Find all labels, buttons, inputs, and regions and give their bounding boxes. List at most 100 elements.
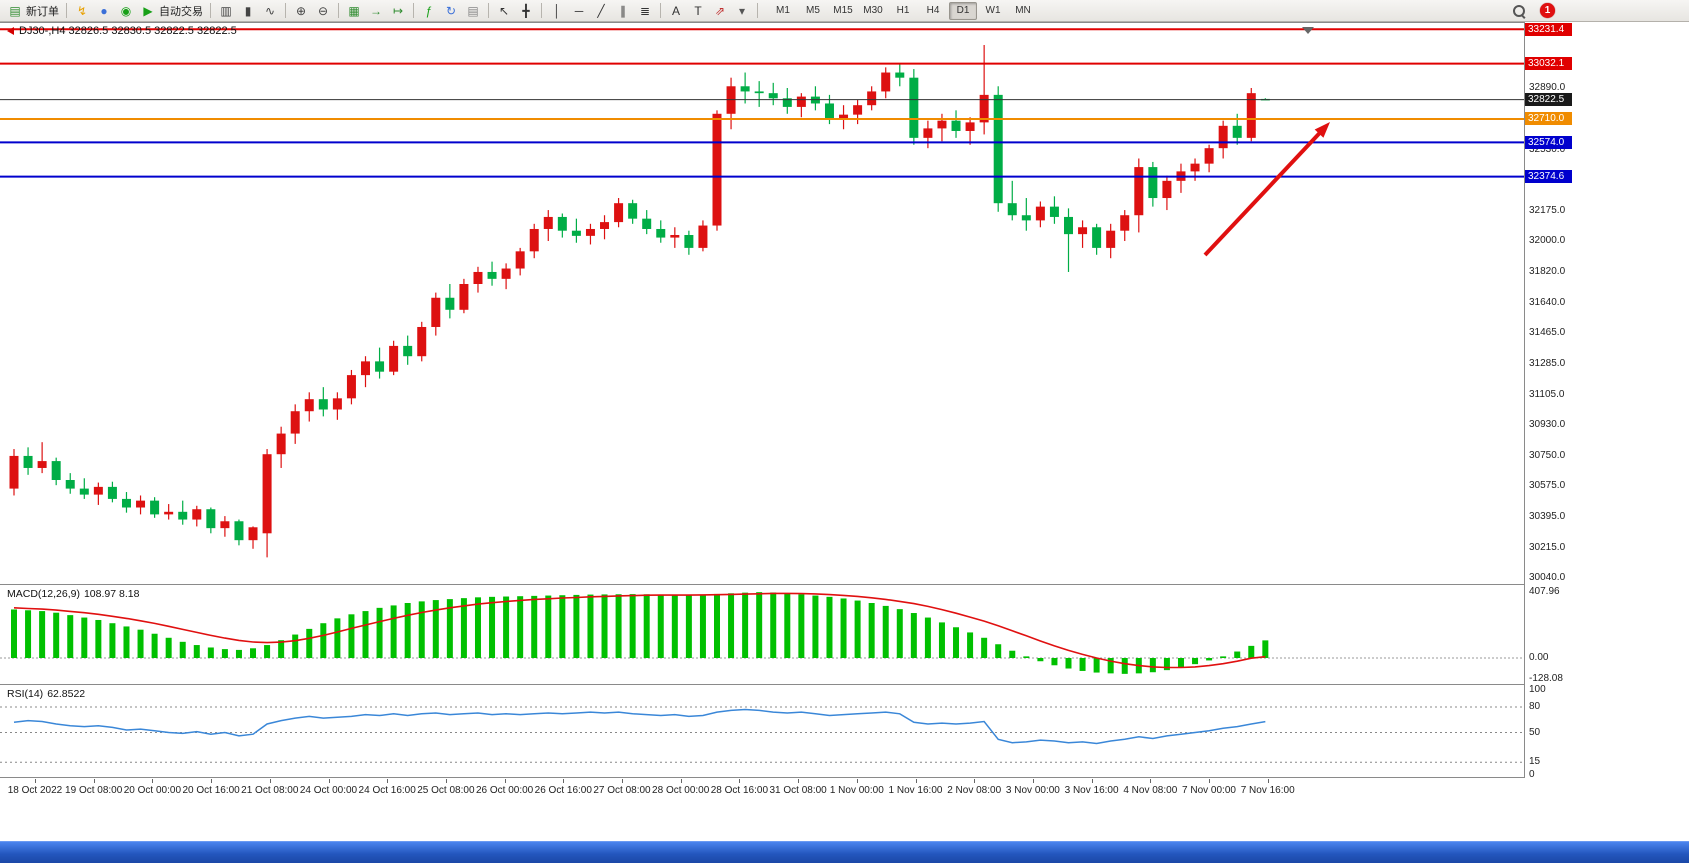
text-label-button[interactable]: T [688, 2, 708, 20]
zoom-out-button[interactable]: ⊖ [313, 2, 333, 20]
toolbar-separator [757, 3, 758, 18]
timeframe-m30[interactable]: M30 [863, 4, 883, 16]
price-tick: 30575.0 [1529, 480, 1566, 492]
auto-scroll-icon: → [370, 3, 382, 18]
toolbar-separator [338, 3, 339, 18]
symbol-marker-icon [7, 27, 14, 35]
timeframe-w1[interactable]: W1 [985, 4, 1001, 16]
channel-icon: ∥ [620, 3, 626, 18]
timeframe-h1[interactable]: H1 [896, 4, 910, 16]
tile-windows-icon: ▦ [348, 3, 360, 18]
time-label: 26 Oct 16:00 [534, 785, 592, 796]
line-chart-icon: ∿ [264, 3, 276, 18]
price-tick: 31465.0 [1529, 326, 1566, 338]
toolbar-buttons: ▤ 新订单 ↯ ● ◉ ▶ 自动交易 ▥ ▮ ∿ ⊕ ⊖ ▦ → ↦ ƒ ↻ ▤ ↖ ╋ │ ─ ╱ ∥ ≣ A T ⇗ ▾ [4, 2, 762, 20]
timeframe-m1[interactable]: M1 [776, 4, 790, 16]
indicators-button[interactable]: ƒ [419, 2, 439, 20]
dropdown-arrow-button[interactable]: ▾ [732, 2, 752, 20]
time-label: 20 Oct 16:00 [182, 785, 240, 796]
magnifier-glass [1513, 5, 1525, 17]
chart-shift-marker-icon[interactable] [1302, 27, 1314, 34]
price-tick: 32530.0 [1529, 143, 1566, 155]
templates-button[interactable]: ▤ [463, 2, 483, 20]
chart-shift-button[interactable]: ↦ [388, 2, 408, 20]
macd-values: 108.97 8.18 [83, 588, 140, 600]
price-level-badge: 33032.1 [1525, 57, 1572, 71]
rsi-panel[interactable] [0, 685, 1524, 777]
trendline-button[interactable]: ╱ [591, 2, 611, 20]
price-axis[interactable]: 32890.0 32530.0 32175.0 32000.0 31820.0 31640… [1524, 22, 1573, 780]
toolbar-separator [285, 3, 286, 18]
new-order-button[interactable]: ▤ 新订单 [5, 2, 61, 20]
time-tick [1267, 779, 1269, 783]
vertical-line-button[interactable]: │ [547, 2, 567, 20]
timeframe-m15[interactable]: M15 [833, 4, 853, 16]
bar-chart-button[interactable]: ▥ [216, 2, 236, 20]
time-tick [563, 779, 565, 783]
timeframe-h4[interactable]: H4 [926, 4, 940, 16]
auto-scroll-button[interactable]: → [366, 2, 386, 20]
cursor-button[interactable]: ↖ [494, 2, 514, 20]
current-price-badge: 32822.5 [1525, 93, 1572, 107]
time-label: 28 Oct 00:00 [652, 785, 710, 796]
toolbar-separator [66, 3, 67, 18]
macd-panel[interactable] [0, 585, 1524, 684]
flash-button[interactable]: ↯ [72, 2, 92, 20]
channel-button[interactable]: ∥ [613, 2, 633, 20]
macd-histogram [11, 592, 1269, 674]
time-tick [1091, 779, 1093, 783]
timeframe-m5[interactable]: M5 [806, 4, 820, 16]
rsi-axis-label: 50 [1529, 726, 1541, 738]
time-label: 1 Nov 00:00 [829, 785, 884, 796]
zoom-in-button[interactable]: ⊕ [291, 2, 311, 20]
play-button[interactable]: ◉ [116, 2, 136, 20]
trend-arrow-line[interactable] [1203, 129, 1324, 257]
time-label: 24 Oct 16:00 [358, 785, 416, 796]
price-tick: 30215.0 [1529, 541, 1566, 553]
crosshair-button[interactable]: ╋ [516, 2, 536, 20]
refresh-button[interactable]: ↻ [441, 2, 461, 20]
bar-chart-icon: ▥ [220, 3, 232, 18]
rsi-axis-label: 100 [1529, 684, 1546, 695]
line-chart-button[interactable]: ∿ [260, 2, 280, 20]
fibonacci-button[interactable]: ≣ [635, 2, 655, 20]
price-tick: 31820.0 [1529, 265, 1566, 277]
new-order-button-label: 新订单 [26, 5, 59, 18]
macd-name: MACD(12,26,9) [7, 588, 80, 600]
horizontal-line-button[interactable]: ─ [569, 2, 589, 20]
time-tick [856, 779, 858, 783]
tile-windows-button[interactable]: ▦ [344, 2, 364, 20]
candles-group [9, 45, 1270, 558]
notification-badge[interactable]: 1 [1540, 3, 1555, 18]
rsi-label: RSI(14) 62.8522 [7, 688, 89, 700]
time-tick [915, 779, 917, 783]
price-tick: 32890.0 [1529, 81, 1566, 93]
chart-title: DJ30-,H4 32826.5 32830.5 32822.5 32822.5 [19, 25, 237, 37]
time-label: 19 Oct 08:00 [65, 785, 123, 796]
price-chart[interactable] [0, 22, 1524, 584]
arrows-button[interactable]: ⇗ [710, 2, 730, 20]
panel-separator [0, 22, 1572, 23]
toolbar-separator [413, 3, 414, 18]
time-axis[interactable]: 18 Oct 2022 19 Oct 08:00 20 Oct 00:00 20 Oc… [0, 778, 1572, 798]
timeframe-d1[interactable]: D1 [949, 1, 977, 20]
panel-separator [0, 777, 1572, 778]
time-tick [1209, 779, 1210, 783]
headset-button[interactable]: ● [94, 2, 114, 20]
candlestick-chart-button[interactable]: ▮ [238, 2, 258, 20]
price-tick: 31105.0 [1529, 388, 1565, 400]
new-order-icon: ▤ [9, 3, 21, 18]
search-icon[interactable] [1512, 4, 1526, 19]
timeframe-mn[interactable]: MN [1015, 4, 1031, 16]
text-button[interactable]: A [666, 2, 686, 20]
toolbar-separator [488, 3, 489, 18]
taskbar[interactable] [0, 841, 1689, 863]
horizontal-levels-group[interactable] [0, 28, 1524, 178]
chart-shift-icon: ↦ [392, 3, 404, 18]
dropdown-arrow-icon: ▾ [738, 3, 746, 18]
time-tick [1150, 779, 1152, 783]
chart-header: DJ30-,H4 32826.5 32830.5 32822.5 32822.5 [7, 25, 237, 37]
autotrading-button[interactable]: ▶ 自动交易 [138, 2, 205, 20]
toolbar: ▤ 新订单 ↯ ● ◉ ▶ 自动交易 ▥ ▮ ∿ ⊕ ⊖ ▦ → ↦ ƒ ↻ ▤ ↖ ╋ │ ─ ╱ ∥ ≣ A T ⇗ ▾ M1 M5 M… [0, 0, 1689, 22]
